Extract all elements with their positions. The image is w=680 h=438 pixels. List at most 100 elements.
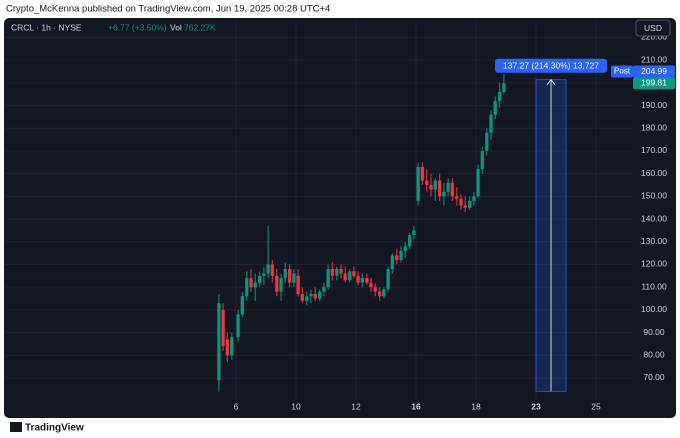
chart-bg <box>4 18 676 418</box>
post-label: Post <box>614 67 631 76</box>
candle-body <box>373 287 377 292</box>
x-tick-label: 10 <box>291 401 301 411</box>
candle-body <box>343 273 347 281</box>
measure-label: 137.27 (214.30%) 13,727 <box>503 60 599 70</box>
y-tick-label: 120.00 <box>641 259 667 269</box>
post-price-label: 204.99 <box>641 66 667 76</box>
candle-body <box>352 271 356 276</box>
candle-body <box>472 196 476 201</box>
candle-body <box>318 291 322 299</box>
candle-body <box>416 166 420 201</box>
candle-body <box>292 273 296 283</box>
candle-body <box>433 180 437 190</box>
y-tick-label: 140.00 <box>641 213 667 223</box>
candle-body <box>498 91 502 102</box>
measure-arrow-head <box>546 79 556 85</box>
candle-body <box>356 275 360 283</box>
volume: 762.27K <box>184 22 216 32</box>
candle-body <box>236 314 240 338</box>
candle-body <box>288 269 292 283</box>
candle-body <box>262 273 266 276</box>
candle-body <box>270 264 274 276</box>
candle-body <box>221 309 225 347</box>
candle-body <box>425 180 429 186</box>
candle-body <box>420 166 424 181</box>
candle-body <box>330 269 334 276</box>
candle-body <box>412 230 416 235</box>
y-tick-label: 180.00 <box>641 123 667 133</box>
candle-body <box>463 205 467 208</box>
candle-body <box>230 337 234 356</box>
symbol: CRCL · 1h · NYSE <box>11 22 82 32</box>
candle-body <box>502 83 506 92</box>
candle-body <box>296 275 300 294</box>
candle-body <box>245 278 249 297</box>
candle-body <box>309 293 313 297</box>
candle-body <box>305 296 309 301</box>
y-tick-label: 220.00 <box>641 32 667 42</box>
candle-body <box>378 291 382 297</box>
y-tick-label: 190.00 <box>641 100 667 110</box>
candle-body <box>275 275 279 292</box>
last-price-box <box>633 77 675 90</box>
candle-body <box>476 169 480 197</box>
candle-body <box>266 264 270 274</box>
candle-body <box>322 287 326 292</box>
x-tick-label: 25 <box>591 401 601 411</box>
candle-body <box>489 114 493 133</box>
y-tick-label: 110.00 <box>641 281 667 291</box>
candle-body <box>240 296 244 315</box>
candle-body <box>399 250 403 260</box>
candle-body <box>283 269 287 279</box>
y-tick-label: 150.00 <box>641 191 667 201</box>
candle-body <box>459 198 463 206</box>
x-tick-label: 18 <box>471 401 481 411</box>
post-price-box <box>633 65 675 78</box>
x-tick-label: 16 <box>411 401 421 411</box>
candle-body <box>408 234 412 247</box>
candle-body <box>468 200 472 208</box>
y-tick-label: 210.00 <box>641 54 667 64</box>
last-price-label: 199.81 <box>641 78 667 88</box>
candle-body <box>438 180 442 197</box>
candle-body <box>279 278 283 292</box>
candle-body <box>326 269 330 288</box>
candle-body <box>258 275 262 283</box>
candle-body <box>442 191 446 197</box>
attribution: Crypto_McKenna published on TradingView.… <box>6 4 330 15</box>
candle-body <box>313 293 317 299</box>
y-tick-label: 170.00 <box>641 145 667 155</box>
candle-body <box>429 185 433 190</box>
post-box <box>611 65 633 78</box>
currency[interactable]: USD <box>644 23 662 33</box>
candle-body <box>390 255 394 270</box>
y-tick-label: 70.00 <box>643 372 665 382</box>
x-tick-label: 12 <box>351 401 361 411</box>
volume-label: Vol <box>170 22 182 32</box>
candle-body <box>253 282 257 288</box>
y-tick-label: 160.00 <box>641 168 667 178</box>
y-tick-label: 100.00 <box>641 304 667 314</box>
x-tick-label: 6 <box>234 401 239 411</box>
candle-body <box>249 278 253 288</box>
candle-body <box>493 101 497 115</box>
x-tick-label: 23 <box>531 401 541 411</box>
candle-body <box>217 303 221 381</box>
candle-body <box>403 246 407 251</box>
change: +6.77 (+3.50%) <box>108 22 167 32</box>
candle-body <box>300 293 304 301</box>
currency-box[interactable] <box>635 19 671 37</box>
candle-body <box>455 196 459 199</box>
y-tick-label: 80.00 <box>643 350 665 360</box>
candle-body <box>335 269 339 276</box>
candle-body <box>450 182 454 197</box>
brand-logo <box>10 422 22 432</box>
y-tick-label: 90.00 <box>643 327 665 337</box>
y-tick-label: 130.00 <box>641 236 667 246</box>
plot: 70.00 80.00 90.00 100.00 110.00 120.00 130.00 1… <box>5 20 675 411</box>
candle-body <box>446 182 450 192</box>
candle-body <box>369 282 373 288</box>
candle-body <box>395 255 399 260</box>
